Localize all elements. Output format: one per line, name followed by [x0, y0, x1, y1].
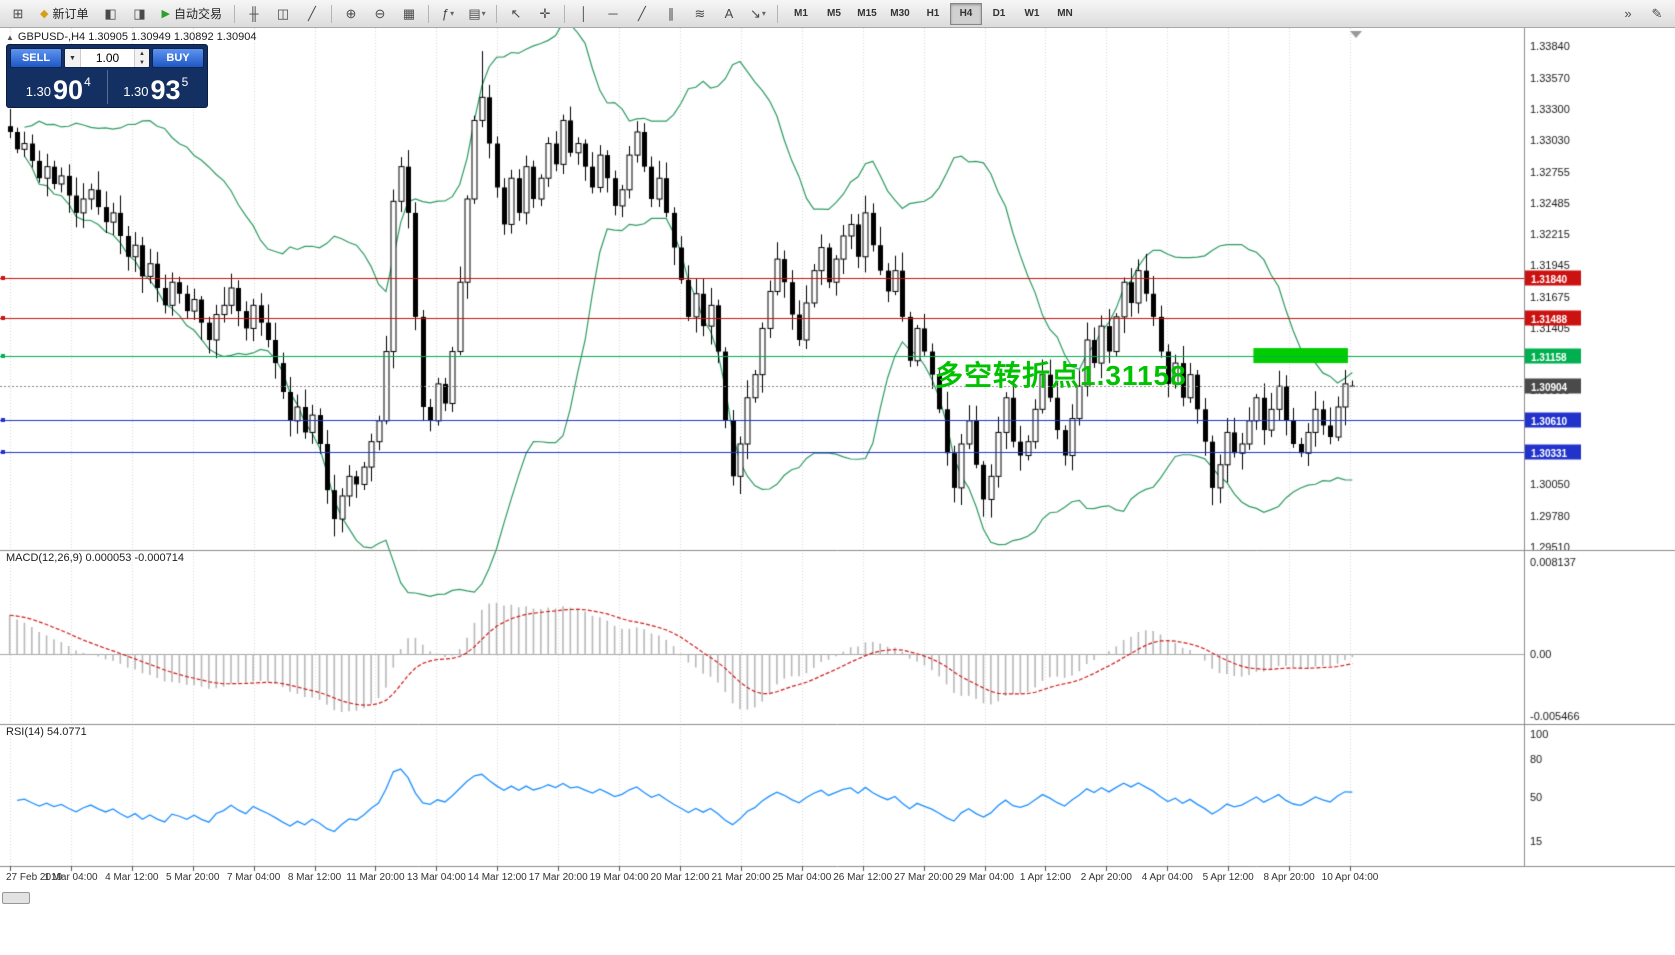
date-label: 8 Mar 12:00: [287, 872, 342, 883]
date-label: 19 Mar 04:00: [589, 872, 649, 883]
symbol-header: ▲ GBPUSD-,H4 1.30905 1.30949 1.30892 1.3…: [6, 31, 256, 43]
date-label: 17 Mar 20:00: [528, 872, 588, 883]
date-label: 20 Mar 12:00: [650, 872, 710, 883]
date-label: 8 Apr 20:00: [1263, 872, 1315, 883]
date-label: 1 Apr 12:00: [1019, 872, 1072, 883]
sell-price-sup: 4: [84, 75, 91, 89]
trendline-icon[interactable]: ╱: [638, 5, 646, 21]
dropdown-caret-icon: ▾: [450, 9, 455, 18]
new-chart-icon[interactable]: ⊞: [12, 5, 24, 21]
line-chart-icon[interactable]: ╱: [308, 5, 316, 21]
bar-chart-icon[interactable]: ╫: [249, 6, 259, 21]
data-window-icon[interactable]: ◨: [133, 5, 146, 21]
auto-trading-button-label: 自动交易: [173, 7, 222, 21]
vertical-line-icon[interactable]: │: [579, 6, 589, 21]
auto-trading-icon: ▶: [161, 8, 170, 20]
dropdown-caret-icon: ▾: [481, 9, 486, 18]
rsi-label: RSI(14) 54.0771: [6, 726, 87, 738]
toolbar-separator: [233, 4, 235, 23]
sell-price-big: 90: [53, 75, 84, 106]
draw-icon[interactable]: ✎: [1651, 5, 1663, 21]
candlestick-chart-icon[interactable]: ◫: [276, 5, 290, 21]
buy-price-sup: 5: [181, 75, 189, 89]
date-label: 27 Feb 2019: [6, 872, 63, 883]
date-label: 29 Mar 04:00: [955, 872, 1014, 883]
date-label: 11 Mar 20:00: [346, 872, 405, 883]
date-label: 4 Apr 04:00: [1141, 872, 1193, 883]
buy-price[interactable]: 1.30 93 5: [108, 70, 205, 104]
buy-price-small: 1.30: [123, 84, 149, 99]
timeframe-toolbar: M1 M5 M15 M30 H1 H4 D1 W1 MN: [785, 2, 1081, 25]
buy-price-big: 93: [150, 75, 181, 106]
date-label: 13 Mar 04:00: [406, 872, 466, 883]
zoom-in-icon[interactable]: ⊕: [345, 5, 357, 21]
timeframe-d1[interactable]: D1: [992, 8, 1006, 19]
crosshair-icon[interactable]: ✛: [539, 5, 551, 21]
chart-scrollbar[interactable]: [2, 892, 30, 904]
timeframe-m30[interactable]: M30: [890, 8, 910, 19]
timeframe-h4[interactable]: H4: [949, 2, 982, 25]
date-label: 2 Apr 20:00: [1080, 872, 1132, 883]
date-label: 26 Mar 12:00: [833, 872, 893, 883]
time-axis: 27 Feb 2019 1 Mar 04:00 4 Mar 12:00 5 Mar 2…: [0, 872, 1524, 888]
timeframe-m5[interactable]: M5: [827, 8, 841, 19]
price-chart[interactable]: [0, 28, 1675, 955]
new-order-icon: ◆: [40, 8, 49, 20]
date-label: 7 Mar 04:00: [226, 872, 281, 883]
zoom-out-icon[interactable]: ⊖: [374, 5, 386, 21]
date-label: 25 Mar 04:00: [772, 872, 832, 883]
text-label-icon[interactable]: A: [724, 6, 734, 21]
date-label: 10 Apr 04:00: [1321, 872, 1379, 883]
toolbar-separator: [427, 4, 429, 23]
dropdown-caret-icon: ▾: [761, 9, 766, 18]
arrows-object-icon[interactable]: ↘ ▾: [750, 5, 766, 21]
volume-spinner[interactable]: ▲ ▼: [134, 49, 149, 67]
volume-field: ▼ ▲ ▼: [64, 48, 150, 68]
annotation-text[interactable]: 多空转折点1.31158: [935, 360, 1187, 391]
sell-price[interactable]: 1.30 90 4: [10, 70, 108, 104]
date-label: 5 Apr 12:00: [1202, 872, 1254, 883]
date-label: 21 Mar 20:00: [711, 872, 771, 883]
date-label: 14 Mar 12:00: [467, 872, 527, 883]
fibonacci-icon[interactable]: ≋: [694, 5, 706, 21]
new-order-button-label: 新订单: [52, 7, 89, 21]
market-watch-icon[interactable]: ◧: [104, 5, 117, 21]
timeframe-h1[interactable]: H1: [926, 8, 940, 19]
date-label: 5 Mar 20:00: [166, 872, 220, 883]
one-click-trade-panel: SELL ▼ ▲ ▼ BUY 1.30 90 4 1.30 93 5: [6, 44, 208, 108]
toolbar-separator: [330, 4, 332, 23]
volume-input[interactable]: [81, 49, 134, 67]
cursor-icon[interactable]: ↖: [510, 5, 522, 21]
macd-label: MACD(12,26,9) 0.000053 -0.000714: [6, 552, 184, 564]
tile-windows-icon[interactable]: ▦: [402, 5, 416, 21]
volume-up-icon[interactable]: ▲: [139, 50, 145, 57]
timeframe-m1[interactable]: M1: [794, 8, 808, 19]
toolbar-overflow-icon[interactable]: »: [1624, 6, 1632, 21]
buy-button[interactable]: BUY: [152, 48, 204, 68]
equidistant-channel-icon[interactable]: ∥: [667, 5, 675, 21]
horizontal-line-icon[interactable]: ─: [608, 6, 618, 21]
toolbar-separator: [563, 4, 565, 23]
sell-button[interactable]: SELL: [10, 48, 62, 68]
objects-list-icon[interactable]: ▤ ▾: [468, 5, 486, 21]
sell-price-small: 1.30: [25, 84, 52, 99]
date-label: 1 Mar 04:00: [44, 872, 98, 883]
timeframe-mn[interactable]: MN: [1057, 8, 1073, 19]
auto-trading-button[interactable]: ▶ 自动交易: [154, 2, 228, 26]
volume-dropdown-icon[interactable]: ▼: [65, 49, 81, 67]
toolbar: ⊞ ◆ 新订单 ◧ ◨ ▶ 自动交易 ╫ ◫ ╱ ⊕ ⊖ ▦ ƒ ▾ ▤ ▾ ↖ ✛ │ ─ ╱ ∥ ≋ A ↘ ▾ M1 M5 M15 M…: [0, 0, 1675, 28]
chart-window-icon: ▲: [6, 32, 14, 42]
toolbar-separator: [495, 4, 497, 23]
date-label: 27 Mar 20:00: [894, 872, 954, 883]
timeframe-w1[interactable]: W1: [1024, 8, 1040, 19]
indicators-icon[interactable]: ƒ ▾: [441, 6, 455, 21]
volume-down-icon[interactable]: ▼: [139, 59, 145, 66]
new-order-button[interactable]: ◆ 新订单: [33, 2, 95, 26]
toolbar-separator: [776, 4, 778, 23]
date-label: 4 Mar 12:00: [105, 872, 159, 883]
timeframe-m15[interactable]: M15: [857, 8, 877, 19]
symbol-header-text: GBPUSD-,H4 1.30905 1.30949 1.30892 1.309…: [17, 31, 257, 43]
